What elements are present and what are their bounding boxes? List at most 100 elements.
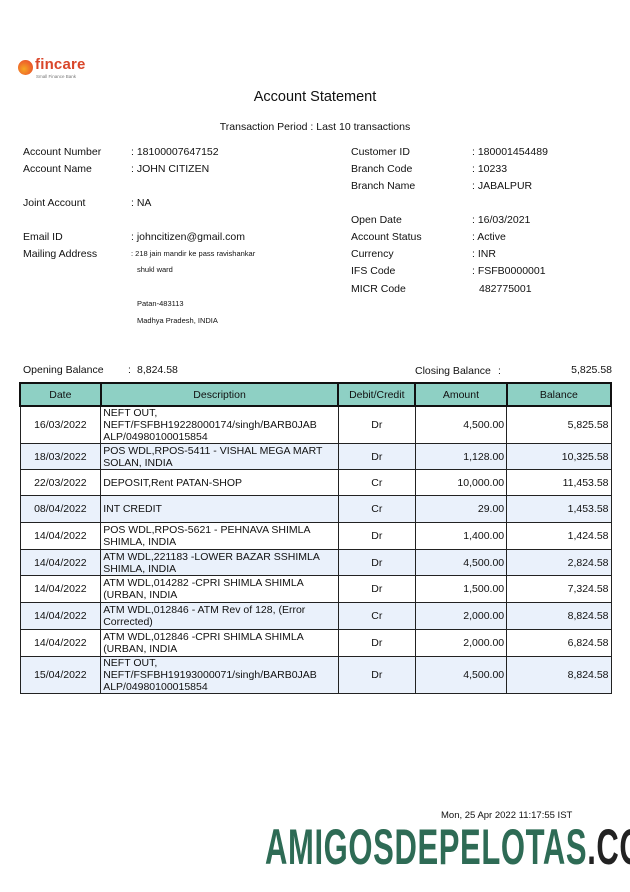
cell-type: Dr — [337, 575, 416, 603]
cell-type: Dr — [337, 522, 416, 550]
cell-desc: ATM WDL,014282 -CPRI SHIMLA SHIMLA (URBA… — [100, 575, 339, 603]
cell-date: 15/04/2022 — [19, 656, 102, 694]
table-row: 14/04/2022 ATM WDL,012846 - ATM Rev of 12… — [19, 602, 612, 630]
field-value: : johncitizen@gmail.com — [131, 231, 245, 243]
field-label: Mailing Address — [23, 248, 98, 260]
field-label: IFS Code — [351, 265, 396, 277]
field-value: : JABALPUR — [472, 180, 533, 192]
opening-balance-label: Opening Balance — [23, 364, 104, 376]
field-value: : JOHN CITIZEN — [131, 163, 210, 175]
cell-type: Dr — [337, 629, 416, 657]
field-label: Branch Code — [351, 163, 413, 175]
cell-type: Dr — [337, 656, 416, 694]
table-row: 14/04/2022 POS WDL,RPOS-5621 - PEHNAVA SH… — [19, 522, 612, 550]
field-label: Customer ID — [351, 146, 410, 158]
cell-balance: 10,325.58 — [506, 443, 612, 470]
transactions-table: Date Description Debit/Credit Amount Bal… — [19, 382, 613, 694]
field-label: Account Number — [23, 146, 102, 158]
field-label: Open Date — [351, 214, 402, 226]
field-value: : 180001454489 — [472, 146, 548, 158]
field-value: : 16/03/2021 — [472, 214, 531, 226]
col-balance: Balance — [505, 382, 613, 407]
logo-wordmark: fincare — [35, 56, 86, 73]
field-label: Account Name — [23, 163, 92, 175]
closing-balance-sep: : — [498, 365, 501, 377]
field-value: : 18100007647152 — [131, 146, 219, 158]
cell-desc: ATM WDL,012846 - ATM Rev of 128, (Error … — [100, 602, 339, 630]
cell-type: Dr — [337, 405, 416, 444]
cell-balance: 6,824.58 — [506, 629, 612, 657]
table-row: 22/03/2022 DEPOSIT,Rent PATAN-SHOP Cr 10,00… — [19, 469, 612, 496]
field-value: : Active — [472, 231, 506, 243]
cell-amount: 1,128.00 — [414, 443, 508, 470]
col-date: Date — [19, 382, 102, 407]
table-row: 08/04/2022 INT CREDIT Cr 29.00 1,453.58 — [19, 495, 612, 523]
field-label: Joint Account — [23, 197, 86, 209]
cell-date: 14/04/2022 — [19, 549, 102, 576]
watermark: AMIGOSDEPELOTAS.COM — [265, 818, 630, 876]
table-row: 14/04/2022 ATM WDL,221183 -LOWER BAZAR SS… — [19, 549, 612, 576]
watermark-suffix: .COM — [587, 819, 630, 875]
address-line: shukl ward — [137, 265, 173, 274]
cell-amount: 29.00 — [414, 495, 508, 523]
cell-type: Dr — [337, 443, 416, 470]
logo-tagline: Small Finance Bank — [36, 74, 77, 79]
cell-amount: 2,000.00 — [414, 602, 508, 630]
field-value: : INR — [472, 248, 496, 260]
col-debit-credit: Debit/Credit — [337, 382, 417, 407]
field-value: : 10233 — [472, 163, 508, 175]
closing-balance-value: 5,825.58 — [571, 364, 612, 376]
cell-desc: NEFT OUT, NEFT/FSFBH19228000174/singh/BA… — [100, 405, 339, 444]
cell-desc: POS WDL,RPOS-5411 - VISHAL MEGA MART SOL… — [100, 443, 339, 470]
cell-balance: 5,825.58 — [506, 405, 612, 444]
cell-desc: DEPOSIT,Rent PATAN-SHOP — [100, 469, 339, 496]
table-row: 14/04/2022 ATM WDL,012846 -CPRI SHIMLA SH… — [19, 629, 612, 657]
cell-amount: 10,000.00 — [414, 469, 508, 496]
table-row: 14/04/2022 ATM WDL,014282 -CPRI SHIMLA SH… — [19, 575, 612, 603]
field-value: : FSFB0000001 — [472, 265, 546, 277]
cell-type: Cr — [337, 469, 416, 496]
opening-balance-value: 8,824.58 — [137, 364, 178, 376]
field-label: Currency — [351, 248, 394, 260]
cell-date: 22/03/2022 — [19, 469, 102, 496]
table-row: 16/03/2022 NEFT OUT, NEFT/FSFBH1922800017… — [19, 405, 612, 444]
cell-amount: 4,500.00 — [414, 405, 508, 444]
cell-desc: ATM WDL,012846 -CPRI SHIMLA SHIMLA (URBA… — [100, 629, 339, 657]
cell-balance: 8,824.58 — [506, 602, 612, 630]
cell-amount: 4,500.00 — [414, 549, 508, 576]
cell-date: 14/04/2022 — [19, 575, 102, 603]
cell-type: Cr — [337, 602, 416, 630]
col-amount: Amount — [414, 382, 508, 407]
field-label: Email ID — [23, 231, 63, 243]
fincare-logo: fincare Small Finance Bank — [18, 56, 98, 82]
cell-date: 14/04/2022 — [19, 522, 102, 550]
logo-flame-icon — [18, 60, 33, 75]
field-label: Branch Name — [351, 180, 416, 192]
cell-date: 14/04/2022 — [19, 629, 102, 657]
cell-date: 16/03/2022 — [19, 405, 102, 444]
page-title: Account Statement — [253, 89, 377, 105]
cell-date: 18/03/2022 — [19, 443, 102, 470]
watermark-main: AMIGOSDEPELOTAS — [265, 819, 588, 875]
cell-amount: 1,400.00 — [414, 522, 508, 550]
address-line: Madhya Pradesh, INDIA — [137, 316, 218, 325]
cell-type: Dr — [337, 549, 416, 576]
field-label: MICR Code — [351, 283, 406, 295]
table-row: 18/03/2022 POS WDL,RPOS-5411 - VISHAL MEG… — [19, 443, 612, 470]
cell-date: 14/04/2022 — [19, 602, 102, 630]
cell-desc: NEFT OUT, NEFT/FSFBH19193000071/singh/BA… — [100, 656, 339, 694]
cell-balance: 1,424.58 — [506, 522, 612, 550]
cell-type: Cr — [337, 495, 416, 523]
field-label: Account Status — [351, 231, 422, 243]
field-value: : 218 jain mandir ke pass ravishankar — [131, 249, 256, 258]
closing-balance-label: Closing Balance — [415, 365, 491, 377]
cell-balance: 11,453.58 — [506, 469, 612, 496]
cell-desc: POS WDL,RPOS-5621 - PEHNAVA SHIMLA SHIML… — [100, 522, 339, 550]
cell-balance: 2,824.58 — [506, 549, 612, 576]
field-value: 482775001 — [479, 283, 532, 295]
transaction-period: Transaction Period : Last 10 transaction… — [219, 121, 411, 133]
cell-date: 08/04/2022 — [19, 495, 102, 523]
table-header-row: Date Description Debit/Credit Amount Bal… — [19, 382, 613, 407]
field-value: : NA — [131, 197, 152, 209]
